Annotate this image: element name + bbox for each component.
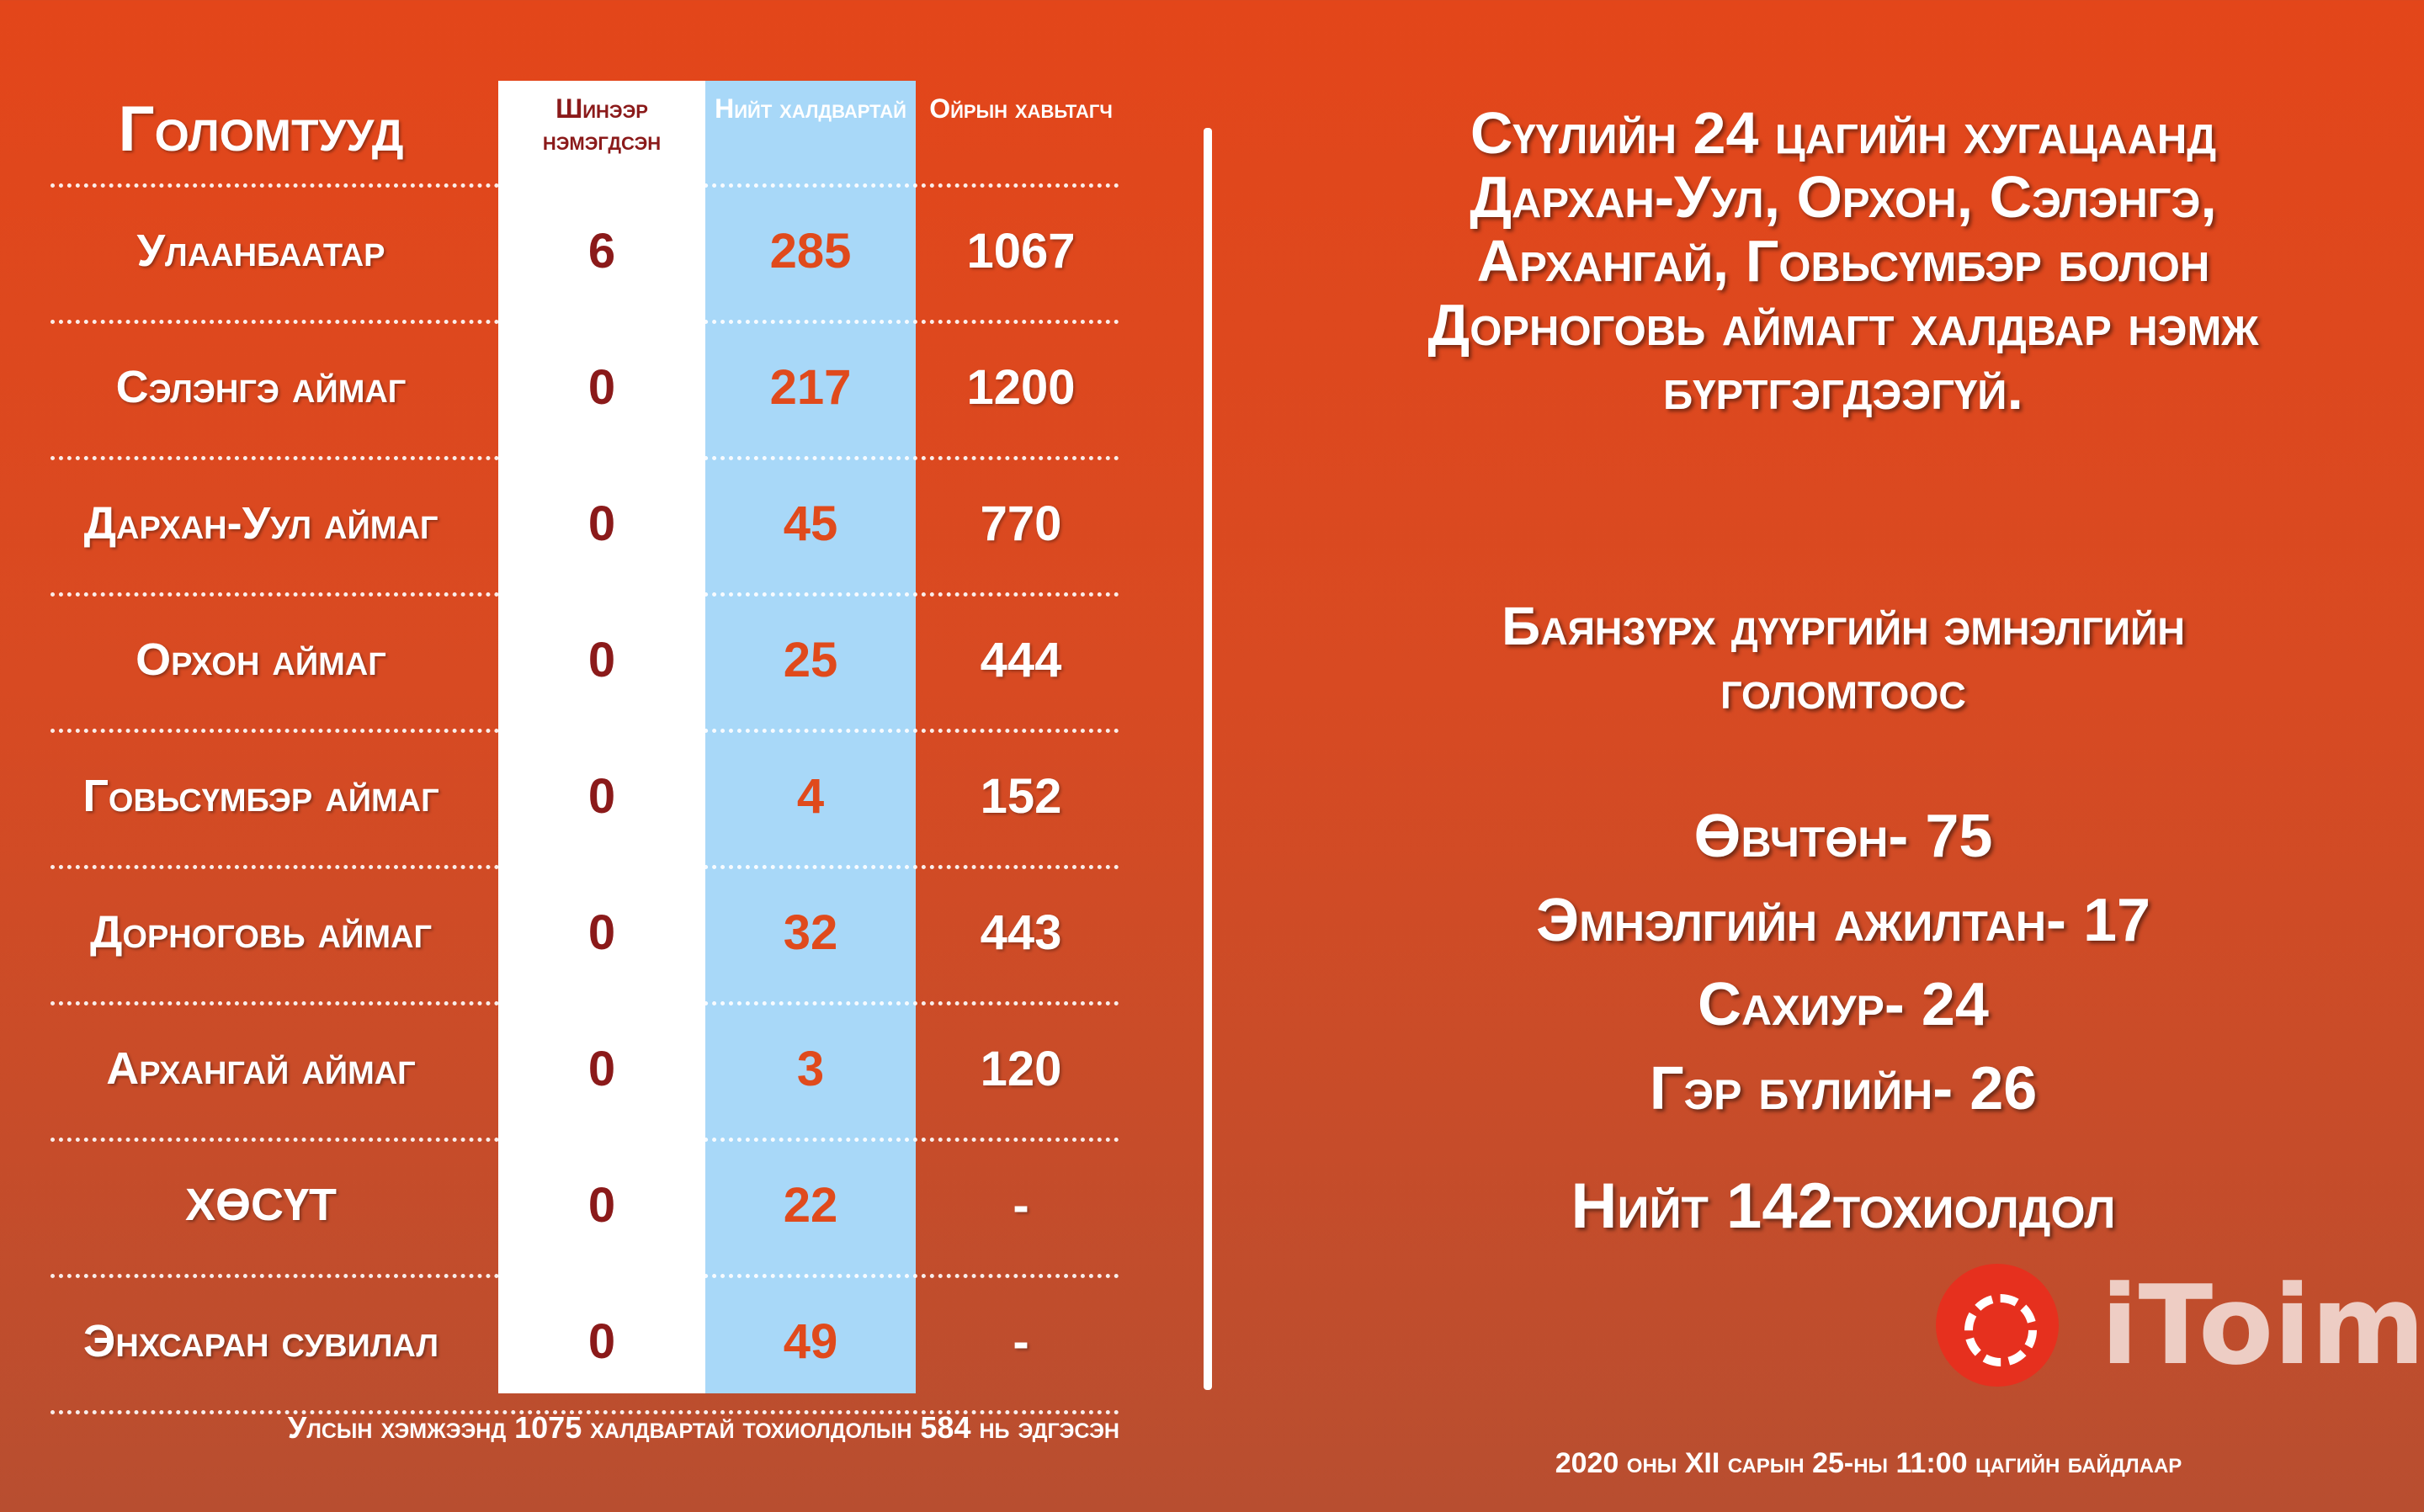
row-contacts: 443 (980, 905, 1062, 960)
table-row: Дархан-Уул аймаг 0 45 770 (50, 456, 1119, 591)
row-name: Архангай аймаг (106, 1043, 416, 1094)
header-new: Шинээр нэмэгдсэн (542, 93, 662, 156)
row-name: Говьсүмбэр аймаг (82, 771, 439, 821)
stat-medical-staff: Эмнэлгийн ажилтан- 17 (1535, 887, 2151, 954)
itoim-logo-icon (1936, 1264, 2059, 1387)
cluster-total: Нийт 142тохиолдол (1571, 1170, 2116, 1242)
cluster-heading-line: голомтоос (1720, 660, 1966, 720)
cluster-heading: Баянзүрх дүүргийн эмнэлгийн голомтоос (1296, 594, 2390, 722)
cluster-heading-line: Баянзүрх дүүргийн эмнэлгийн (1502, 596, 2185, 656)
stat-patients: Өвчтөн- 75 (1693, 803, 1993, 870)
note-line: Дорноговь аймагт халдвар нэмж (1427, 292, 2259, 358)
row-contacts: 120 (980, 1041, 1062, 1096)
footnote: Улсын хэмжээнд 1075 халдвартай тохиолдол… (287, 1410, 1119, 1445)
row-total-cases: 3 (796, 1041, 825, 1096)
row-name: Энхсаран сувилал (82, 1316, 439, 1366)
row-total-cases: 22 (783, 1177, 838, 1233)
row-separator (50, 592, 1119, 597)
row-new-cases: 0 (587, 1177, 616, 1233)
row-separator (50, 320, 1119, 324)
row-contacts: 152 (980, 768, 1062, 824)
row-separator (50, 1274, 1119, 1278)
row-contacts: 1067 (966, 223, 1076, 279)
row-name: Сэлэнгэ аймаг (115, 362, 407, 412)
row-separator (50, 183, 1119, 188)
row-total-cases: 217 (769, 359, 852, 415)
itoim-logo: iToim (1936, 1262, 2424, 1388)
row-name: Дархан-Уул аймаг (83, 498, 439, 549)
row-new-cases: 0 (587, 632, 616, 687)
total-column-bg (705, 81, 916, 1393)
row-separator (50, 729, 1119, 733)
row-separator (50, 865, 1119, 869)
row-contacts: - (1013, 1177, 1029, 1233)
row-separator (50, 456, 1119, 460)
row-contacts: - (1013, 1313, 1029, 1369)
row-new-cases: 0 (587, 1313, 616, 1369)
row-name: ХӨСҮТ (184, 1180, 338, 1230)
note-line: Сүүлийн 24 цагийн хугацаанд (1470, 100, 2217, 166)
stat-family: Гэр бүлийн- 26 (1649, 1055, 2038, 1122)
table-row: Дорноговь аймаг 0 32 443 (50, 865, 1119, 1000)
row-total-cases: 285 (769, 223, 852, 279)
row-total-cases: 4 (796, 768, 825, 824)
row-contacts: 444 (980, 632, 1062, 687)
table-row: Сэлэнгэ аймаг 0 217 1200 (50, 320, 1119, 454)
row-separator (50, 1001, 1119, 1005)
logo-text: iToim (2101, 1261, 2424, 1389)
cluster-stats: Өвчтөн- 75 Эмнэлгийн ажилтан- 17 Сахиур-… (1296, 794, 2390, 1131)
row-new-cases: 0 (587, 359, 616, 415)
row-new-cases: 6 (587, 223, 616, 279)
row-total-cases: 25 (783, 632, 838, 687)
note-line: Архангай, Говьсүмбэр болон (1476, 228, 2210, 294)
date-stamp: 2020 оны XII сарын 25-ны 11:00 цагийн ба… (1555, 1447, 2182, 1479)
row-name: Улаанбаатар (136, 225, 385, 276)
vertical-divider (1204, 128, 1212, 1390)
table-row: Энхсаран сувилал 0 49 - (50, 1274, 1119, 1409)
row-total-cases: 45 (783, 496, 838, 551)
row-new-cases: 0 (587, 1041, 616, 1096)
table-row: Орхон аймаг 0 25 444 (50, 592, 1119, 727)
table-row: Улаанбаатар 6 285 1067 (50, 183, 1119, 318)
row-name: Дорноговь аймаг (89, 907, 433, 958)
new-column-bg (498, 81, 705, 1393)
table-row: Архангай аймаг 0 3 120 (50, 1001, 1119, 1136)
row-total-cases: 49 (783, 1313, 838, 1369)
row-contacts: 1200 (966, 359, 1076, 415)
row-total-cases: 32 (783, 905, 838, 960)
header-contact: Ойрын хавьтагч (929, 93, 1113, 124)
table-row: Говьсүмбэр аймаг 0 4 152 (50, 729, 1119, 863)
row-new-cases: 0 (587, 496, 616, 551)
row-name: Орхон аймаг (136, 634, 386, 685)
row-separator (50, 1138, 1119, 1142)
header-total: Нийт халдвартай (715, 93, 906, 124)
table-row: ХӨСҮТ 0 22 - (50, 1138, 1119, 1272)
stat-caretakers: Сахиур- 24 (1698, 971, 1989, 1038)
note-line: бүртгэгдээгүй. (1663, 356, 2023, 422)
row-new-cases: 0 (587, 905, 616, 960)
row-new-cases: 0 (587, 768, 616, 824)
row-separator (50, 1410, 1119, 1414)
table-title: Голомтууд (118, 93, 404, 165)
row-contacts: 770 (980, 496, 1062, 551)
note-line: Дархан-Уул, Орхон, Сэлэнгэ, (1470, 164, 2217, 230)
no-new-cases-note: Сүүлийн 24 цагийн хугацаанд Дархан-Уул, … (1296, 101, 2390, 421)
